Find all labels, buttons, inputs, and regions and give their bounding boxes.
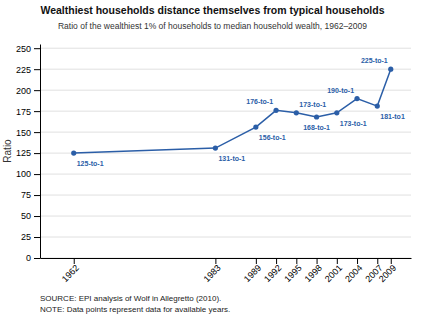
x-axis-line [41, 258, 412, 259]
grid-line [40, 258, 411, 259]
point [294, 110, 299, 115]
grid-line [40, 216, 411, 217]
y-tick: 250 [16, 44, 40, 54]
y-tick-mark [34, 216, 40, 217]
grid-line [40, 69, 411, 70]
x-tick-label: 1992 [262, 263, 283, 284]
y-tick-mark [34, 237, 40, 238]
y-tick-label: 200 [16, 86, 31, 96]
y-tick: 175 [16, 107, 40, 117]
y-tick-mark [34, 174, 40, 175]
y-tick: 0 [26, 253, 40, 263]
data-label: 156-to-1 [259, 134, 286, 141]
data-label: 181-to1 [380, 113, 405, 120]
x-tick: 1995 [282, 258, 303, 284]
grid-line [40, 90, 411, 91]
y-tick-mark [34, 48, 40, 49]
x-tick: 1989 [242, 258, 263, 284]
y-tick-label: 100 [16, 169, 31, 179]
annotation: SOURCE: EPI analysis of Wolf in Allegret… [40, 294, 221, 303]
x-axis: 1962198319891992199519982001200420072009 [41, 258, 412, 284]
y-tick-mark [34, 195, 40, 196]
data-labels: 125-to-1 131-to-1 156-to-1 176-to-1 173-to-1… [77, 57, 405, 167]
y-tick: 25 [21, 232, 40, 242]
data-label: 173-to-1 [340, 120, 367, 127]
point [354, 96, 359, 101]
x-tick-label: 1998 [303, 263, 324, 284]
y-tick-mark [34, 132, 40, 133]
grid [40, 48, 411, 258]
grid-line [40, 237, 411, 238]
y-tick-mark [34, 258, 40, 259]
point [314, 114, 319, 119]
x-tick: 1992 [262, 258, 283, 284]
line [74, 69, 391, 153]
x-tick-label: 2001 [323, 263, 344, 284]
x-tick-label: 2004 [343, 263, 364, 284]
x-tick-label: 2009 [377, 263, 398, 284]
grid-line [40, 132, 411, 133]
x-tick: 1983 [201, 258, 222, 284]
x-tick-label: 1983 [201, 263, 222, 284]
annotation: NOTE: Data points represent data for ava… [40, 305, 230, 314]
subtitle: Ratio of the wealthiest 1% of households… [58, 21, 367, 31]
y-tick-label: 0 [26, 253, 31, 263]
data-label: 168-to-1 [303, 124, 330, 131]
y-tick-label: 150 [16, 127, 31, 137]
data-label: 125-to-1 [77, 160, 104, 167]
y-tick: 50 [21, 211, 40, 221]
point [71, 150, 76, 155]
y-tick: 150 [16, 127, 40, 137]
data-label: 190-to-1 [327, 87, 354, 94]
y-tick-mark [34, 69, 40, 70]
point [388, 67, 393, 72]
y-tick-mark [34, 111, 40, 112]
data-label: 176-to-1 [246, 98, 273, 105]
x-tick: 1998 [303, 258, 324, 284]
chart-svg: 0 25 50 75 100 125 150 175 200 225 250 1962 1983 1989… [0, 0, 425, 316]
marks [71, 67, 393, 156]
y-tick-label: 125 [16, 148, 31, 158]
x-tick-label: 1989 [242, 263, 263, 284]
data-label: 173-to-1 [299, 101, 326, 108]
point [375, 104, 380, 109]
x-tick: 2004 [343, 258, 364, 284]
grid-line [40, 174, 411, 175]
point [213, 145, 218, 150]
y-tick-label: 50 [21, 211, 31, 221]
x-tick-label: 1962 [60, 263, 81, 284]
point [273, 108, 278, 113]
title: Wealthiest households distance themselve… [40, 4, 384, 16]
grid-line [40, 48, 411, 49]
chart-container: 0 25 50 75 100 125 150 175 200 225 250 1962 1983 1989… [0, 0, 425, 316]
x-tick: 2009 [377, 258, 398, 284]
data-label: 225-to-1 [361, 57, 388, 64]
y-tick-label: 225 [16, 65, 31, 75]
y-axis: 0 25 50 75 100 125 150 175 200 225 250 [16, 44, 41, 264]
x-tick: 1962 [60, 258, 81, 284]
y-tick-label: 75 [21, 190, 31, 200]
y-tick: 225 [16, 65, 40, 75]
y-tick: 75 [21, 190, 40, 200]
y-tick-label: 175 [16, 107, 31, 117]
y-tick: 200 [16, 86, 40, 96]
y-axis-line [40, 45, 41, 259]
y-tick-label: 250 [16, 44, 31, 54]
grid-line [40, 111, 411, 112]
point [334, 110, 339, 115]
data-label: 131-to-1 [218, 155, 245, 162]
point [253, 124, 258, 129]
y-tick-label: 25 [21, 232, 31, 242]
y-tick-mark [34, 90, 40, 91]
x-tick-label: 1995 [282, 263, 303, 284]
y-tick: 100 [16, 169, 40, 179]
grid-line [40, 195, 411, 196]
y-axis-title: Ratio [2, 139, 13, 163]
x-tick: 2001 [323, 258, 344, 284]
y-tick: 125 [16, 148, 40, 158]
y-tick-mark [34, 153, 40, 154]
